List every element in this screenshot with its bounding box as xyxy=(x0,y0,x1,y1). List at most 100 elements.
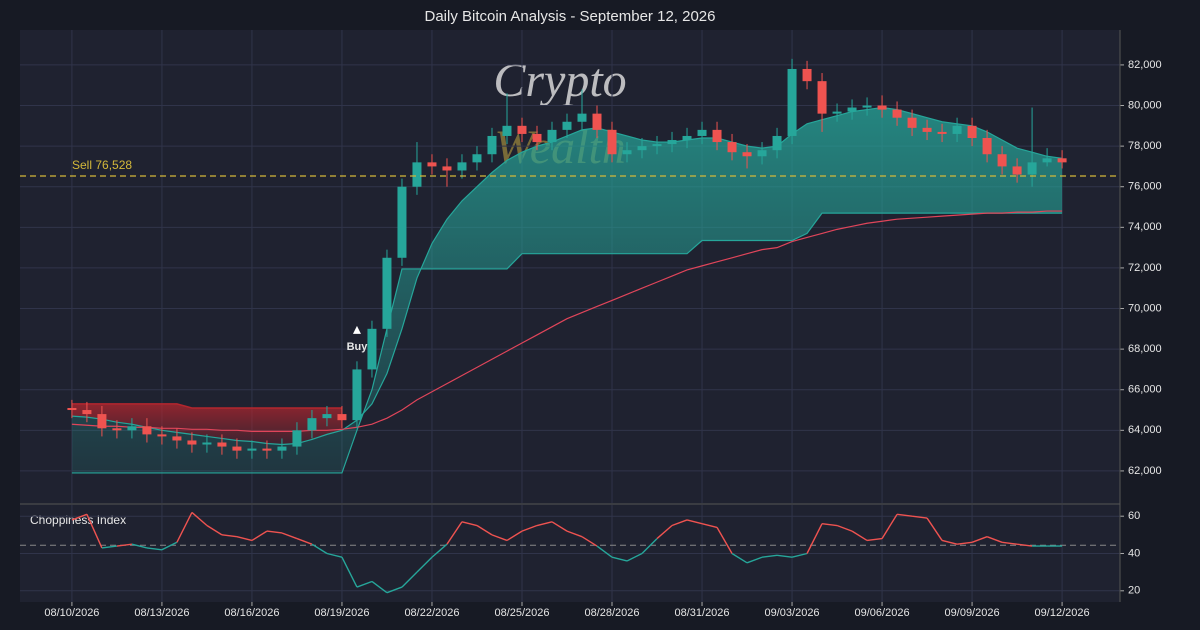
y-tick-label: 66,000 xyxy=(1128,384,1162,396)
candle-body xyxy=(517,125,527,134)
candle-body xyxy=(967,125,977,138)
candle-body xyxy=(277,446,287,451)
chop-segment xyxy=(296,537,313,545)
sell-label: Sell 76,528 xyxy=(72,158,132,172)
buy-marker xyxy=(352,325,361,334)
chop-segment xyxy=(881,513,898,539)
candle-body xyxy=(142,426,152,435)
y-tick-label: 60 xyxy=(1128,510,1140,522)
candle-body xyxy=(67,407,77,411)
candle-body xyxy=(772,135,782,151)
chop-segment xyxy=(146,547,163,551)
candle-body xyxy=(952,125,962,134)
candle-body xyxy=(817,81,827,114)
chop-segment xyxy=(686,519,703,525)
candle-body xyxy=(697,129,707,136)
x-tick-label: 09/12/2026 xyxy=(1035,607,1090,619)
candle-body xyxy=(352,369,362,421)
candle-body xyxy=(502,125,512,136)
chop-segment xyxy=(641,538,658,554)
chop-segment xyxy=(896,513,913,517)
y-tick-label: 40 xyxy=(1128,547,1140,559)
chop-segment xyxy=(506,530,523,542)
x-tick-label: 08/25/2026 xyxy=(494,607,549,619)
y-tick-label: 72,000 xyxy=(1128,262,1162,274)
chop-segment xyxy=(806,523,823,554)
candle-body xyxy=(832,111,842,114)
chop-segment xyxy=(791,552,808,558)
candle-body xyxy=(997,154,1007,167)
chop-segment xyxy=(221,534,238,538)
chop-segment xyxy=(746,556,763,564)
candle-body xyxy=(382,257,392,329)
chop-segment xyxy=(1016,543,1033,547)
candle-body xyxy=(922,127,932,132)
candle-body xyxy=(187,440,197,445)
candle-body xyxy=(577,113,587,122)
chop-segment xyxy=(116,543,133,547)
chop-segment xyxy=(491,534,508,542)
chop-segment xyxy=(656,524,673,540)
candle-body xyxy=(652,144,662,147)
candle-body xyxy=(427,162,437,167)
buy-label: Buy xyxy=(347,341,369,353)
candle-body xyxy=(247,448,257,451)
candle-body xyxy=(292,430,302,447)
x-tick-label: 08/19/2026 xyxy=(314,607,369,619)
chop-segment xyxy=(551,521,568,532)
chop-segment xyxy=(956,541,973,545)
candle-body xyxy=(532,133,542,143)
candle-body xyxy=(802,68,812,82)
candle-body xyxy=(907,117,917,128)
chop-segment xyxy=(851,530,868,542)
slow-ma-line xyxy=(71,210,1063,432)
chop-segment xyxy=(371,580,388,594)
candle-body xyxy=(667,140,677,145)
chop-segment xyxy=(866,537,883,542)
pane-title: Choppiness Index xyxy=(30,513,126,527)
y-tick-label: 64,000 xyxy=(1128,424,1162,436)
y-tick-label: 62,000 xyxy=(1128,465,1162,477)
candle-body xyxy=(397,186,407,258)
chop-segment xyxy=(671,519,688,527)
candle-body xyxy=(232,446,242,451)
candle-body xyxy=(787,68,797,136)
candle-body xyxy=(127,426,137,431)
candle-body xyxy=(622,150,632,155)
candle-body xyxy=(712,129,722,143)
chop-segment xyxy=(206,524,223,536)
chop-segment xyxy=(611,556,628,562)
chop-segment xyxy=(191,511,208,527)
y-tick-label: 74,000 xyxy=(1128,221,1162,233)
candle-body xyxy=(982,137,992,155)
chop-segment xyxy=(401,571,418,588)
y-tick-label: 68,000 xyxy=(1128,343,1162,355)
chop-segment xyxy=(521,524,538,532)
candle-body xyxy=(82,410,92,415)
chop-segment xyxy=(731,552,748,564)
candle-body xyxy=(457,162,467,171)
chop-segment xyxy=(926,517,943,541)
y-tick-label: 76,000 xyxy=(1128,181,1162,193)
candle-body xyxy=(1027,162,1037,175)
support-line xyxy=(71,212,1063,474)
candle-body xyxy=(262,448,272,451)
watermark: Crypto xyxy=(493,54,626,107)
y-tick-label: 82,000 xyxy=(1128,59,1162,71)
chop-segment xyxy=(251,530,268,542)
chop-segment xyxy=(986,536,1003,543)
candle-body xyxy=(847,107,857,112)
chop-segment xyxy=(821,522,838,527)
chop-segment xyxy=(176,512,193,543)
chop-segment xyxy=(266,530,283,534)
candle-body xyxy=(637,146,647,151)
candle-body xyxy=(217,442,227,447)
chop-segment xyxy=(566,530,583,538)
candle-body xyxy=(307,418,317,431)
y-tick-label: 80,000 xyxy=(1128,99,1162,111)
x-tick-label: 08/16/2026 xyxy=(224,607,279,619)
chop-segment xyxy=(131,543,148,549)
chop-segment xyxy=(581,536,598,547)
candle-body xyxy=(757,150,767,157)
